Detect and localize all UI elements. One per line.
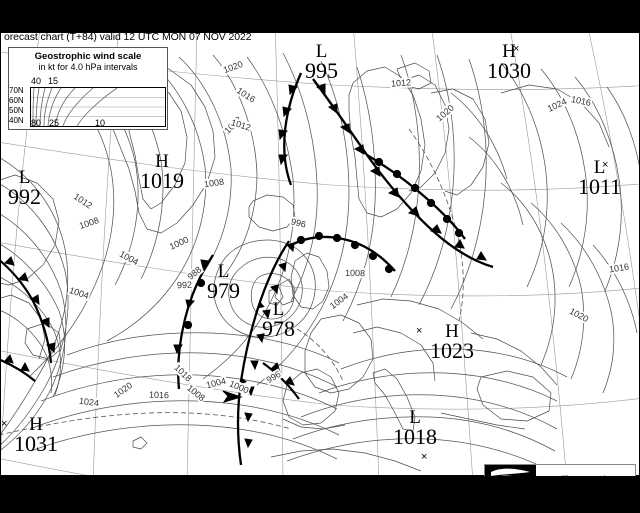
pressure-centre-l1011: × L 1011 bbox=[578, 158, 621, 198]
centre-marker-icon: × bbox=[1, 418, 8, 430]
wind-scale-bot-80: 80 bbox=[31, 118, 42, 128]
pressure-centre-h1030: × H 1030 bbox=[487, 42, 531, 82]
pressure-value-label: 1031 bbox=[14, 431, 58, 456]
pressure-type-label: H bbox=[155, 151, 169, 172]
pressure-type-label: H bbox=[29, 414, 43, 435]
pressure-value-label: 979 bbox=[207, 278, 240, 303]
pressure-type-label: L bbox=[217, 261, 230, 282]
pressure-type-label: L bbox=[593, 157, 606, 178]
pressure-centre-l995: L 995 bbox=[305, 42, 338, 82]
pressure-centre-l978: L 978 bbox=[262, 300, 295, 340]
centre-marker-icon: × bbox=[421, 451, 428, 463]
isobar-label: 1008 bbox=[343, 267, 367, 279]
letterbox-top bbox=[0, 0, 640, 32]
pressure-type-label: L bbox=[272, 299, 285, 320]
wind-scale-lat-60n: 60N bbox=[9, 96, 24, 105]
pressure-value-label: 992 bbox=[8, 184, 41, 209]
centre-marker-icon: × bbox=[513, 43, 520, 55]
wind-scale-bot-10: 10 bbox=[95, 118, 106, 128]
pressure-centre-h1031: × H 1031 bbox=[1, 414, 58, 456]
pressure-value-label: 1023 bbox=[430, 338, 474, 363]
pressure-value-label: 1019 bbox=[140, 168, 184, 193]
map-vector-layer bbox=[1, 33, 639, 475]
wind-scale-grid bbox=[30, 87, 166, 127]
wind-scale-lat-70n: 70N bbox=[9, 86, 24, 95]
isobar-label: 1012 bbox=[389, 77, 413, 89]
wind-scale-top-40: 40 bbox=[31, 76, 42, 86]
pressure-centre-l979: L 979 bbox=[207, 262, 240, 302]
pressure-value-label: 1018 bbox=[393, 424, 437, 449]
pressure-centre-h1019: H 1019 bbox=[140, 152, 184, 192]
pressure-type-label: L bbox=[409, 407, 421, 428]
isobar-label: 992 bbox=[175, 279, 194, 291]
isobar-label: 1016 bbox=[147, 389, 171, 401]
centre-marker-icon: × bbox=[416, 325, 423, 337]
pressure-value-label: 1011 bbox=[578, 174, 622, 199]
wind-scale-top-15: 15 bbox=[48, 76, 59, 86]
geostrophic-wind-scale-legend: Geostrophic wind scale in kt for 4.0 hPa… bbox=[8, 47, 168, 130]
wind-scale-lat-50n: 50N bbox=[9, 106, 24, 115]
centre-marker-icon: × bbox=[602, 159, 609, 171]
pressure-centre-l1018: L 1018 × bbox=[393, 407, 437, 463]
pressure-value-label: 1030 bbox=[487, 58, 531, 83]
pressure-type-label: L bbox=[18, 167, 31, 188]
wind-scale-curves bbox=[31, 87, 165, 127]
pressure-type-label: H bbox=[445, 321, 459, 342]
pressure-centre-l992: L 992 bbox=[8, 168, 41, 208]
wind-scale-title: Geostrophic wind scale bbox=[34, 51, 142, 62]
wind-scale-bottom-labels: 80 25 10 bbox=[31, 118, 105, 128]
wind-scale-bot-25: 25 bbox=[49, 118, 60, 128]
pressure-value-label: 978 bbox=[262, 316, 295, 341]
pressure-value-label: 995 bbox=[305, 58, 338, 83]
pressure-type-label: L bbox=[315, 41, 328, 62]
wind-scale-top-labels: 40 15 bbox=[31, 76, 65, 86]
wind-scale-lat-40n: 40N bbox=[9, 116, 24, 125]
pressure-centre-h1023: × H 1023 bbox=[416, 321, 474, 363]
wind-scale-subtitle: in kt for 4.0 hPa intervals bbox=[38, 62, 138, 72]
letterbox-bottom bbox=[0, 476, 640, 513]
chart-title: orecast chart (T+84) valid 12 UTC MON 07… bbox=[4, 31, 252, 43]
wind-scale-latitudes: 70N 60N 50N 40N bbox=[9, 86, 24, 126]
pressure-type-label: H bbox=[502, 41, 516, 62]
